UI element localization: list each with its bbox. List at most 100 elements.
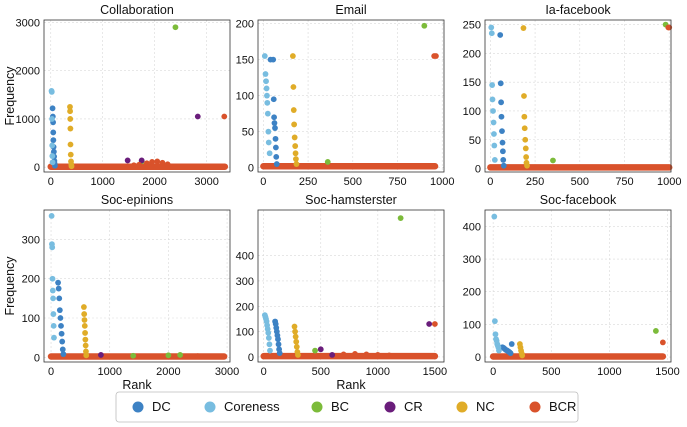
panel-1-point-coreness — [264, 92, 270, 99]
panel-4-ytick-label: 100 — [236, 327, 254, 339]
panel-1-point-dc — [270, 56, 277, 63]
panel-4-ytick-label: 200 — [236, 301, 254, 313]
panel-2-ytick-label: 200 — [463, 48, 481, 60]
panel-3-ytick-label: 200 — [22, 274, 40, 286]
legend-item-nc: NC — [456, 399, 495, 414]
panel-1-point-nc — [291, 121, 298, 128]
panel-4-point-coreness — [266, 341, 273, 348]
panel-1-point-coreness — [265, 139, 272, 146]
panel-1-ytick-label: 200 — [236, 19, 254, 31]
panel-4-ytick-label: 0 — [248, 352, 254, 364]
panel-1-point-bcr — [433, 53, 439, 59]
panel-2-point-nc — [522, 145, 529, 152]
panel-2-point-nc — [524, 162, 530, 169]
panel-4-point-bcr — [363, 351, 370, 358]
panel-4-point-nc — [291, 323, 298, 330]
panel-4-xtick-label: 1000 — [366, 366, 390, 378]
panel-3-point-bc — [177, 352, 184, 358]
panel-5-xtick-label: 0 — [490, 366, 496, 378]
panel-2-xtick-label: 250 — [526, 176, 544, 188]
panel-3-point-nc — [82, 330, 88, 336]
panel-3-point-dc — [56, 295, 63, 302]
panel-3-point-dc — [60, 351, 67, 358]
panel-5-ytick-label: 100 — [463, 319, 481, 331]
panel-2-xtick-label: 0 — [487, 176, 493, 188]
panel-2-xtick-label: 750 — [615, 176, 633, 188]
panel-5-point-bcr — [659, 339, 666, 346]
panel-3-ytick-label: 300 — [22, 234, 40, 246]
legend-marker-dc — [132, 401, 144, 413]
legend-item-dc: DC — [132, 399, 171, 414]
panel-3-title: Soc-epinions — [101, 193, 173, 207]
panel-4-point-bcr — [340, 351, 347, 358]
panel-0-point-bcr — [164, 161, 171, 168]
panel-2-point-coreness — [488, 30, 495, 37]
panel-3-point-coreness — [49, 287, 56, 294]
panel-4-point-dc — [275, 336, 281, 343]
panel-0-point-nc — [67, 125, 74, 132]
panel-0-ytick-label: 2000 — [16, 66, 40, 78]
panel-4-point-cr — [426, 321, 433, 327]
panel-0-point-bcr — [143, 160, 150, 167]
panel-4-xtick-label: 1500 — [423, 366, 447, 378]
legend-label-cr: CR — [404, 399, 423, 414]
panel-0-frame — [43, 19, 231, 173]
panel-1-point-nc — [292, 150, 299, 157]
panel-4-point-nc — [295, 352, 301, 358]
panel-4-point-nc — [293, 343, 300, 350]
panel-1-point-bc — [324, 159, 331, 165]
panel-2-point-nc — [522, 136, 529, 143]
panel-0-ytick-label: 0 — [34, 162, 40, 174]
panel-4-point-dc — [275, 341, 282, 348]
panel-1-point-coreness — [265, 128, 272, 135]
panel-3-frame — [43, 209, 231, 363]
panel-4-xtick-label: 500 — [312, 366, 330, 378]
panel-4-frame — [257, 209, 445, 363]
panel-1-point-dc — [271, 120, 278, 126]
panel-0-point-coreness — [48, 88, 55, 95]
panel-2-point-nc — [523, 154, 530, 160]
panel-3-point-coreness — [51, 334, 57, 341]
panel-3-xtick-label: 2000 — [156, 366, 180, 378]
legend-item-cr: CR — [384, 399, 423, 414]
panel-0-point-cr — [138, 157, 145, 164]
panel-1-ytick-label: 0 — [248, 163, 254, 175]
panel-3-ytick-label: 0 — [34, 352, 40, 364]
panel-3-point-nc — [83, 352, 90, 359]
panel-1-xtick-label: 750 — [388, 176, 406, 188]
panel-2-ytick-label: 100 — [463, 106, 481, 118]
panel-3-point-dc — [55, 279, 61, 286]
panel-2-point-dc — [497, 32, 504, 38]
panel-2-ytick-label: 50 — [469, 135, 481, 147]
legend-marker-bcr — [529, 401, 541, 413]
panel-4-point-bcr — [374, 352, 381, 358]
panel-1-point-nc — [291, 134, 298, 141]
panel-2-ytick-label: 250 — [463, 20, 481, 32]
panel-4-point-cr — [317, 346, 324, 353]
legend-item-bcr: BCR — [529, 399, 576, 414]
legend-marker-bc — [311, 401, 323, 413]
panel-0-point-cr — [194, 113, 201, 120]
panel-0-point-bc — [172, 24, 179, 31]
subplot-soc-epinions: 0 1000 2000 3000 0 100 200 300 Soc-epinions Frequ… — [3, 193, 239, 392]
panel-0-xtick-label: 2000 — [142, 176, 166, 188]
panel-5-ytick-label: 0 — [475, 352, 481, 364]
panel-3-xlabel: Rank — [122, 378, 152, 392]
panel-1-ytick-label: 150 — [236, 55, 254, 67]
panel-3-point-bc — [130, 352, 137, 359]
panel-5-point-coreness — [496, 347, 502, 354]
panel-4-ytick-label: 400 — [236, 251, 254, 263]
panel-4-xlabel: Rank — [336, 378, 366, 392]
panel-3-point-dc — [55, 285, 62, 292]
panel-3-point-cr — [98, 352, 104, 358]
panel-2-ytick-label: 0 — [475, 164, 481, 176]
panel-0-point-bcr — [149, 158, 155, 165]
panel-1-point-coreness — [262, 71, 269, 77]
panel-5-title: Soc-facebook — [540, 193, 617, 207]
panel-0-point-nc — [67, 108, 73, 115]
panel-1-xtick-label: 1000 — [430, 176, 454, 188]
panel-3-point-nc — [80, 304, 87, 310]
panel-4-ytick-label: 300 — [236, 276, 254, 288]
panel-3-point-coreness — [50, 322, 57, 329]
subplots-area: 0 1000 2000 30000100020003000CollaborationF… — [3, 3, 681, 392]
